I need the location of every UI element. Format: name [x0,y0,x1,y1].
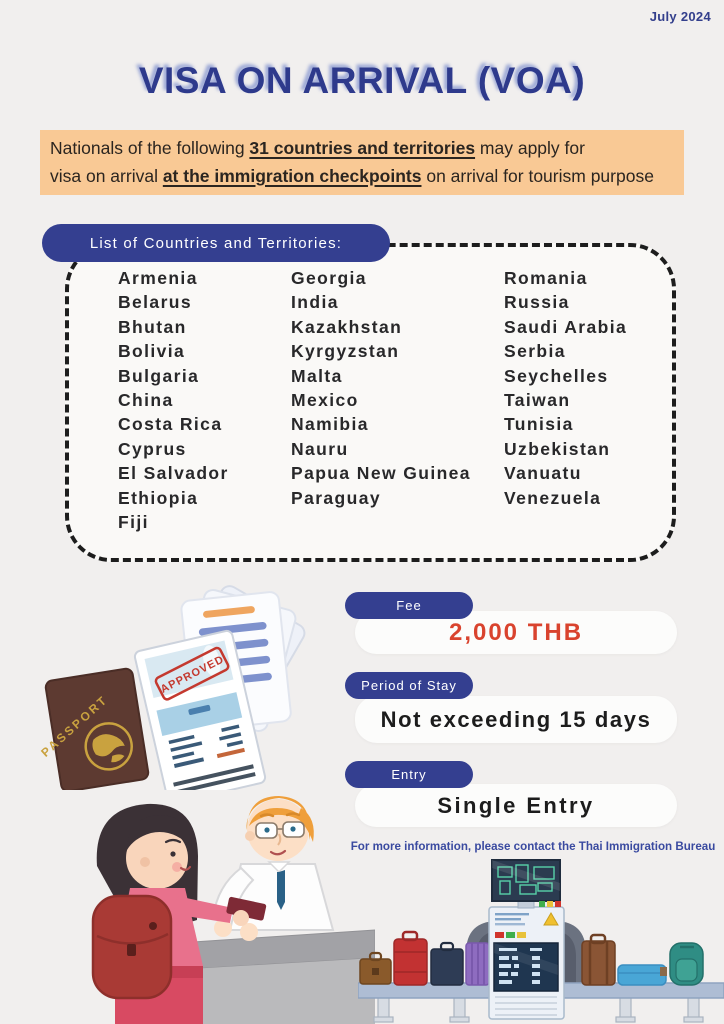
banner-text: on arrival for tourism purpose [421,165,654,186]
country-item: Serbia [504,341,566,362]
banner-text: may apply for [475,138,585,158]
country-item: Bolivia [118,341,186,362]
country-item: Romania [504,268,588,288]
luggage-left [359,930,490,986]
country-item: Malta [291,365,343,386]
country-item: Mexico [291,389,359,410]
country-item: Paraguay [291,487,381,508]
date-label: July 2024 [649,9,711,24]
globe-emblem [84,722,133,771]
country-item: Seychelles [504,365,609,386]
documents-check-illustration: APPROVED PASSPORT [40,585,306,790]
country-item: Costa Rica [118,414,223,435]
country-item: Georgia [291,268,367,288]
traveler-woman [91,803,267,1024]
page-title: VISA ON ARRIVAL (VOA) [138,60,586,101]
country-item: Kyrgyzstan [291,341,400,362]
country-item: China [118,389,174,410]
visa-document: APPROVED [133,629,267,790]
counter-desk [162,929,375,1024]
countries-column-3: Romania Russia Saudi Arabia Serbia Seychelle… [504,266,627,510]
xray-machine [488,906,565,1020]
more-info-note: For more information, please contact the… [350,840,716,853]
country-item: Tunisia [504,414,574,435]
intro-banner: Nationals of the following 31 countries … [40,130,684,195]
country-item: Saudi Arabia [504,316,628,337]
country-item: Nauru [291,438,349,459]
baggage-scanner-illustration [358,859,724,1023]
entry-label-pill: Entry [345,761,473,788]
xray-monitor [491,859,561,909]
period-of-stay-label-pill: Period of Stay [345,672,473,699]
banner-text: Nationals of the following [50,138,250,158]
banner-highlight-checkpoints: at the immigration checkpoints [162,165,422,186]
country-item: Fiji [118,511,149,532]
immigration-counter-illustration [91,796,375,1024]
entry-value: Single Entry [355,784,677,827]
countries-list-heading: List of Countries and Territories: [42,224,390,262]
country-item: Armenia [118,268,198,288]
country-item: Namibia [291,414,369,435]
countries-column-1: Armenia Belarus Bhutan Bolivia Bulgaria China… [118,266,229,534]
banner-highlight-countries: 31 countries and territories [249,138,476,158]
country-item: India [291,292,339,313]
country-item: El Salvador [118,463,229,484]
luggage-right [581,933,704,986]
countries-column-2: Georgia India Kazakhstan Kyrgyzstan Malta Mex… [291,266,471,510]
country-item: Vanuatu [504,463,582,484]
banner-text: visa on arrival [50,165,163,186]
country-item: Taiwan [504,389,571,410]
country-item: Papua New Guinea [291,463,471,484]
passport-illustration: PASSPORT [40,667,150,790]
country-item: Russia [504,292,570,313]
country-item: Bhutan [118,316,187,337]
fee-label-pill: Fee [345,592,473,619]
country-item: Cyprus [118,438,187,459]
country-item: Venezuela [504,487,602,508]
country-item: Kazakhstan [291,316,403,337]
country-item: Belarus [118,292,192,313]
period-of-stay-value: Not exceeding 15 days [355,696,677,743]
red-backpack [91,894,173,1000]
country-item: Bulgaria [118,365,200,386]
country-item: Uzbekistan [504,438,611,459]
country-item: Ethiopia [118,487,199,508]
